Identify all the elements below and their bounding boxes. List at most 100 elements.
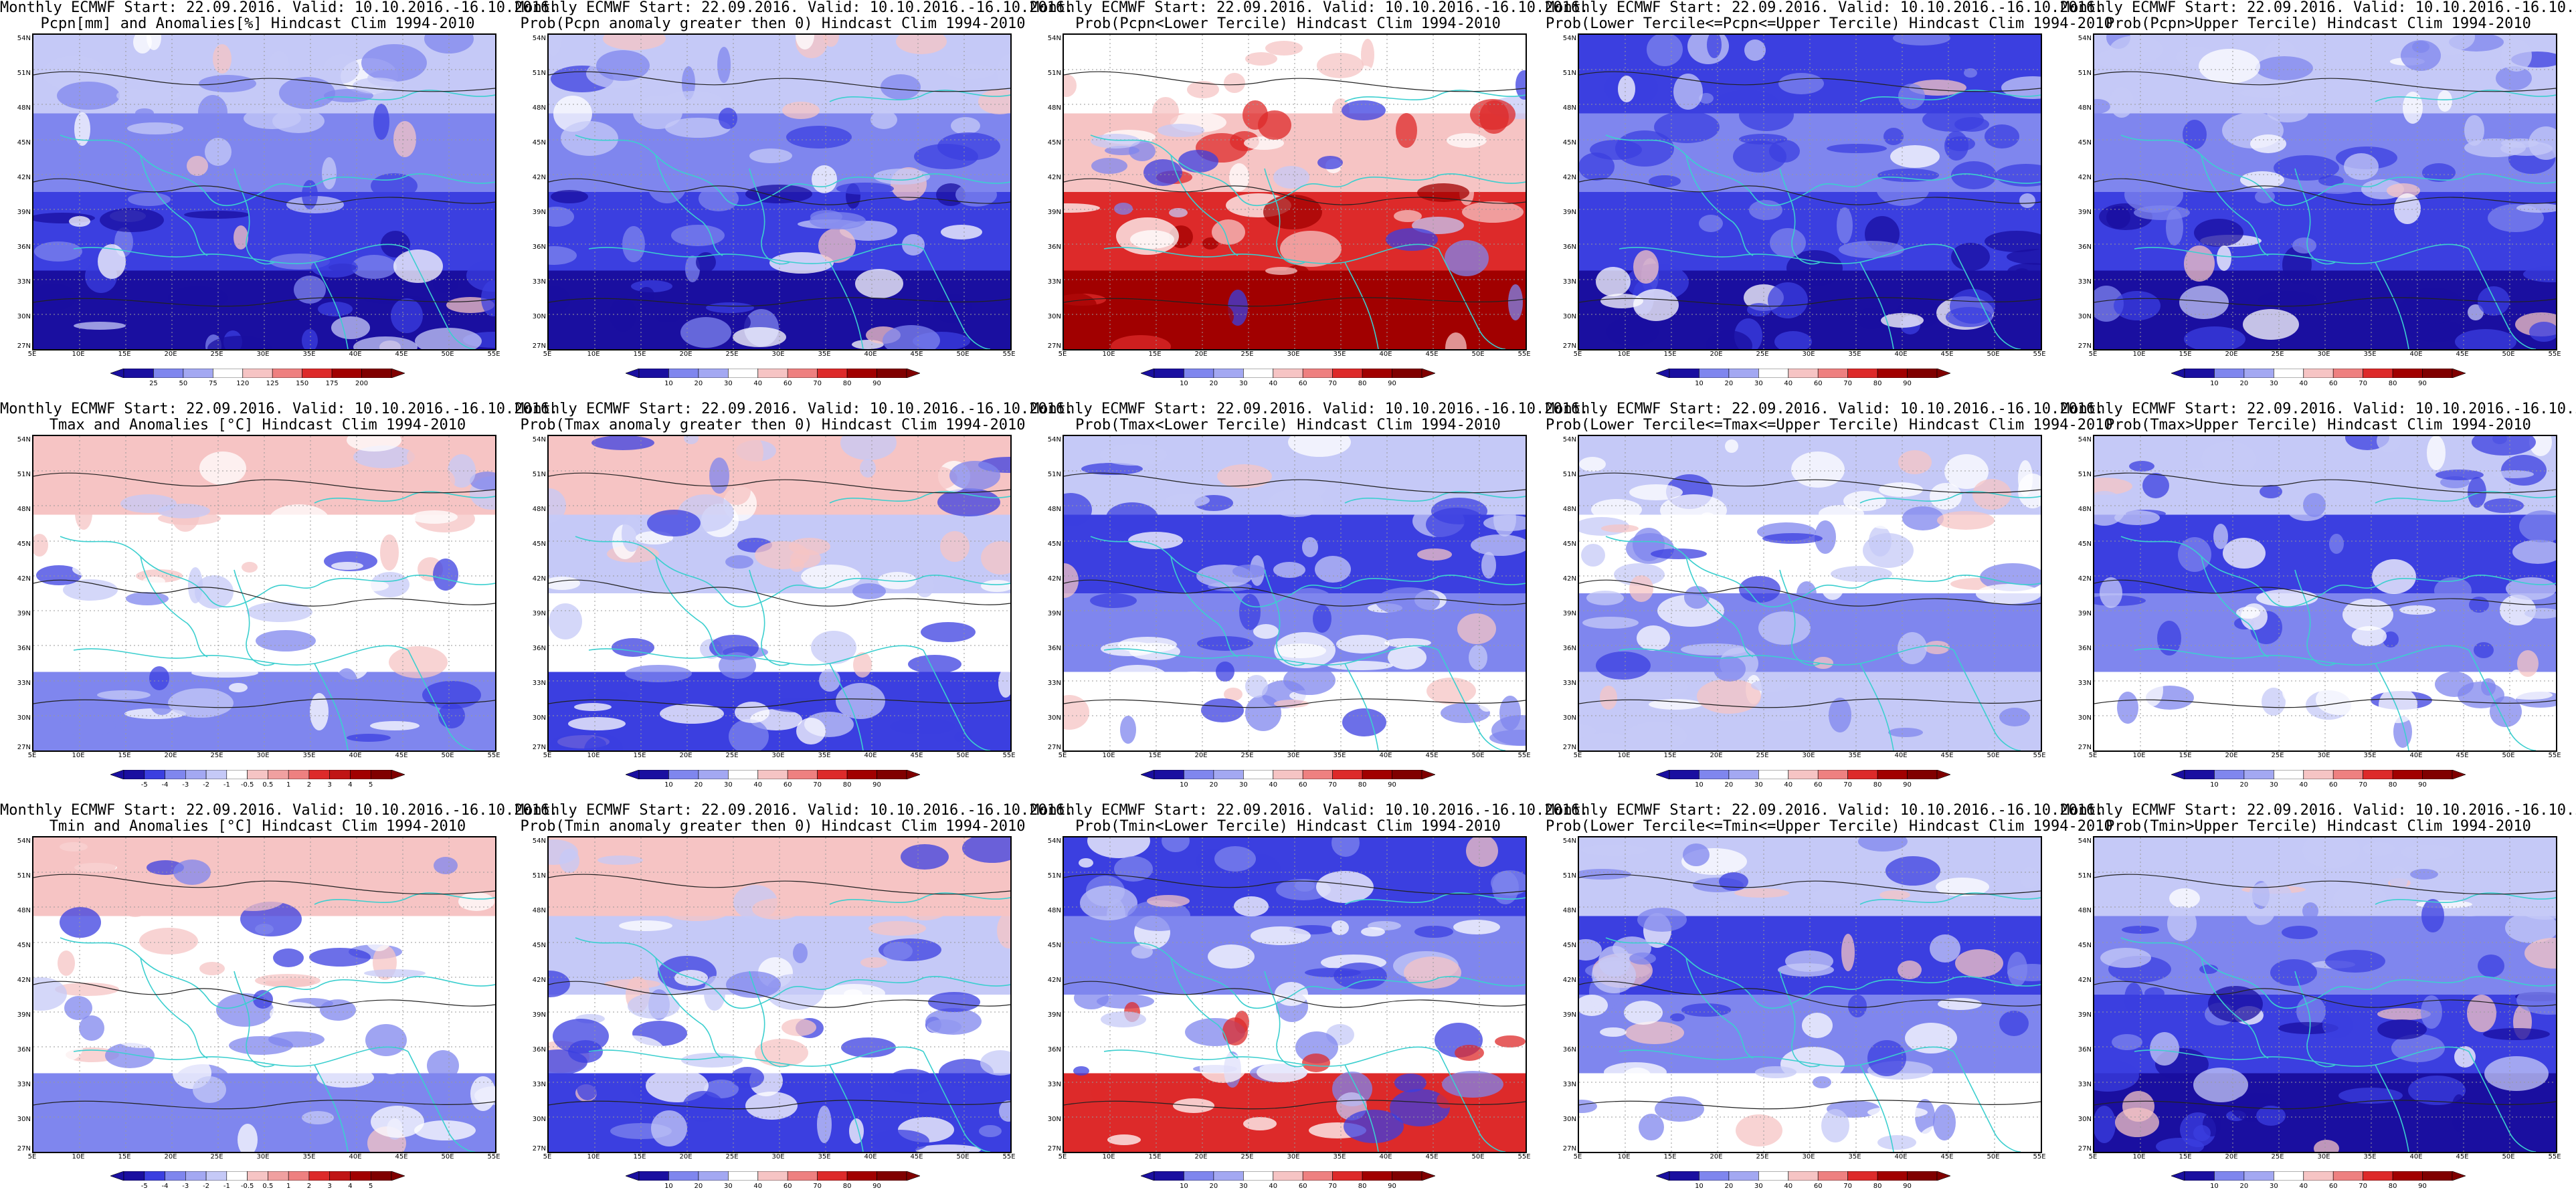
colorbar-swatches (110, 770, 405, 779)
lat-tick-label: 51N (1562, 471, 1576, 478)
lat-tick-label: 39N (1047, 1011, 1061, 1019)
lon-tick-label: 20E (164, 1153, 177, 1161)
colorbar-tick-label: 5 (369, 1183, 373, 1190)
colorbar-swatches (2171, 369, 2466, 378)
lon-tick-label: 50E (956, 350, 970, 358)
colorbar-tick-label: -2 (203, 781, 210, 789)
lat-tick-label: 33N (1047, 680, 1061, 687)
colorbar-tick-label: 80 (842, 380, 852, 387)
lon-tick-label: 20E (2225, 350, 2238, 358)
colorbar-tick-label: 70 (1843, 380, 1853, 387)
lon-tick-label: 5E (2088, 350, 2098, 358)
lat-tick-label: 27N (1562, 342, 1576, 350)
lon-tick-label: 15E (1663, 350, 1677, 358)
lat-tick-label: 48N (532, 104, 546, 112)
lon-tick-label: 55E (487, 752, 500, 759)
lon-tick-label: 10E (2132, 350, 2146, 358)
lat-tick-label: 30N (532, 1116, 546, 1123)
lat-tick-label: 54N (1562, 35, 1576, 42)
colorbar-tick-label: 10 (1695, 380, 1704, 387)
lat-tick-label: 54N (1562, 436, 1576, 443)
lat-tick-label: 36N (2078, 1046, 2092, 1054)
colorbar-tick-label: -0.5 (240, 1183, 254, 1190)
lat-tick-label: 48N (17, 506, 31, 513)
lon-tick-label: 5E (27, 752, 37, 759)
colorbar-swatches (626, 1171, 920, 1181)
colorbar-tick-label: 40 (1784, 781, 1793, 789)
lat-tick-label: 45N (1047, 139, 1061, 146)
lat-tick-label: 48N (2078, 907, 2092, 914)
lat-tick-label: 54N (532, 837, 546, 845)
lat-tick-label: 27N (17, 744, 31, 751)
lat-tick-label: 33N (532, 278, 546, 286)
colorbar-tick-label: 30 (723, 781, 733, 789)
panel-title-line1: Monthly ECMWF Start: 22.09.2016. Valid: … (1030, 401, 1589, 417)
lon-tick-label: 50E (2502, 752, 2515, 759)
lon-tick-label: 20E (164, 350, 177, 358)
colorbar-tick-label: 80 (1358, 380, 1367, 387)
lon-tick-label: 35E (1333, 1153, 1346, 1161)
colorbar-swatches (626, 770, 920, 779)
colorbar-tick-label: 60 (2328, 781, 2338, 789)
colorbar (2171, 770, 2466, 779)
forecast-panel: Monthly ECMWF Start: 22.09.2016. Valid: … (0, 0, 559, 401)
forecast-panel: Monthly ECMWF Start: 22.09.2016. Valid: … (515, 401, 1073, 803)
lat-tick-label: 54N (532, 35, 546, 42)
map-field (1064, 837, 1526, 1152)
lon-tick-label: 25E (210, 350, 223, 358)
lat-tick-label: 45N (17, 540, 31, 548)
lon-tick-label: 15E (1148, 1153, 1162, 1161)
lat-tick-label: 30N (532, 313, 546, 320)
colorbar-tick-label: 3 (327, 1183, 332, 1190)
lat-tick-label: 42N (2078, 977, 2092, 984)
lon-tick-label: 15E (1663, 752, 1677, 759)
lat-tick-label: 30N (17, 1116, 31, 1123)
forecast-panel: Monthly ECMWF Start: 22.09.2016. Valid: … (2061, 401, 2576, 803)
lon-tick-label: 40E (864, 350, 877, 358)
forecast-panel: Monthly ECMWF Start: 22.09.2016. Valid: … (1030, 803, 1588, 1204)
colorbar-tick-label: 10 (1180, 781, 1188, 789)
lon-tick-label: 45E (910, 752, 923, 759)
lon-tick-label: 35E (302, 350, 316, 358)
lat-tick-label: 48N (17, 907, 31, 914)
lon-tick-label: 55E (2033, 350, 2046, 358)
colorbar-tick-label: 60 (783, 1183, 792, 1190)
lon-tick-label: 25E (2271, 1153, 2284, 1161)
lon-tick-label: 40E (864, 1153, 877, 1161)
lat-tick-label: 42N (1047, 977, 1061, 984)
panel-title-line2: Prob(Tmin<Lower Tercile) Hindcast Clim 1… (1075, 818, 1501, 835)
panel-title-line1: Monthly ECMWF Start: 22.09.2016. Valid: … (0, 0, 559, 16)
lat-tick-label: 42N (17, 977, 31, 984)
lon-tick-label: 15E (633, 1153, 646, 1161)
lon-tick-label: 15E (1148, 350, 1162, 358)
lon-tick-label: 35E (2363, 1153, 2377, 1161)
lon-tick-label: 55E (2033, 1153, 2046, 1161)
lon-tick-label: 40E (2409, 752, 2423, 759)
lon-tick-label: 50E (2502, 1153, 2515, 1161)
lat-tick-label: 51N (2078, 471, 2092, 478)
colorbar-tick-label: 10 (664, 781, 673, 789)
lon-tick-label: 25E (725, 752, 739, 759)
lat-tick-label: 27N (1562, 1145, 1576, 1152)
lat-tick-label: 39N (532, 1011, 546, 1019)
lat-tick-label: 51N (1047, 872, 1061, 880)
colorbar-tick-label: 40 (753, 781, 763, 789)
lat-tick-label: 33N (2078, 680, 2092, 687)
lat-tick-label: 36N (17, 243, 31, 251)
map-area (2093, 435, 2557, 752)
colorbar-tick-label: -1 (223, 1183, 230, 1190)
colorbar (626, 1171, 920, 1181)
colorbar-tick-label: 40 (2299, 380, 2308, 387)
lat-tick-label: 30N (1562, 714, 1576, 722)
map-area (547, 33, 1012, 350)
lon-tick-label: 50E (1987, 752, 2000, 759)
lat-tick-label: 54N (17, 436, 31, 443)
map-area (32, 836, 496, 1153)
lon-tick-label: 30E (2317, 350, 2330, 358)
lat-tick-label: 36N (532, 1046, 546, 1054)
colorbar-swatches (2171, 770, 2466, 779)
lat-tick-label: 51N (532, 872, 546, 880)
colorbar (1141, 369, 1435, 378)
colorbar-tick-label: 60 (2328, 1183, 2338, 1190)
map-area (547, 435, 1012, 752)
